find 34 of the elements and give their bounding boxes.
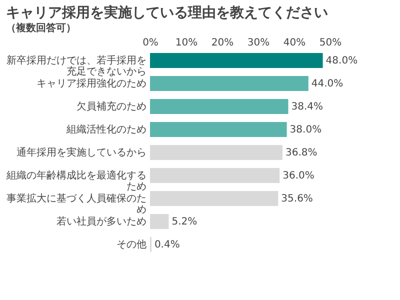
bar <box>150 214 169 229</box>
y-tick-label: 通年採用を実施しているから <box>16 146 146 158</box>
data-label: 0.4% <box>154 240 180 250</box>
x-tick-label: 0% <box>142 38 158 48</box>
y-tick-label: 新卒採用だけでは、若手採用を充足できないから <box>6 54 146 78</box>
x-tick-label: 40% <box>283 38 306 48</box>
bar <box>150 122 287 137</box>
x-tick-label: 50% <box>319 38 342 48</box>
y-tick-label: 組織活性化のため <box>66 124 146 136</box>
x-tick-label: 20% <box>211 38 234 48</box>
y-tick-label: 欠員補充のため <box>76 100 146 112</box>
bar <box>150 76 308 91</box>
x-tick-label: 10% <box>175 38 198 48</box>
bar <box>150 145 282 160</box>
data-label: 35.6% <box>281 194 313 204</box>
text: （複数回答可） <box>6 22 76 34</box>
bar <box>150 53 323 68</box>
data-label: 38.0% <box>290 124 322 136</box>
bar <box>150 191 278 206</box>
data-label: 44.0% <box>311 78 344 90</box>
y-tick-label: その他 <box>116 238 146 250</box>
data-label: 36.0% <box>282 170 314 182</box>
data-label: 36.8% <box>285 148 318 158</box>
bar <box>150 168 280 183</box>
y-tick-label: 組織の年齢構成比を最適化するため <box>6 170 146 192</box>
data-label: 48.0% <box>326 56 358 66</box>
chart-title: キャリア採用を実施している理由を教えてください <box>6 4 328 21</box>
x-tick-label: 30% <box>247 38 270 48</box>
data-label: 5.2% <box>172 216 198 228</box>
bar <box>150 99 288 114</box>
y-tick-label: 若い社員が多いため <box>56 216 146 228</box>
data-label: 38.4% <box>291 102 324 112</box>
y-tick-label: 事業拡大に基づく人員確保のため <box>6 192 146 216</box>
y-tick-label: キャリア採用強化のため <box>36 78 146 90</box>
